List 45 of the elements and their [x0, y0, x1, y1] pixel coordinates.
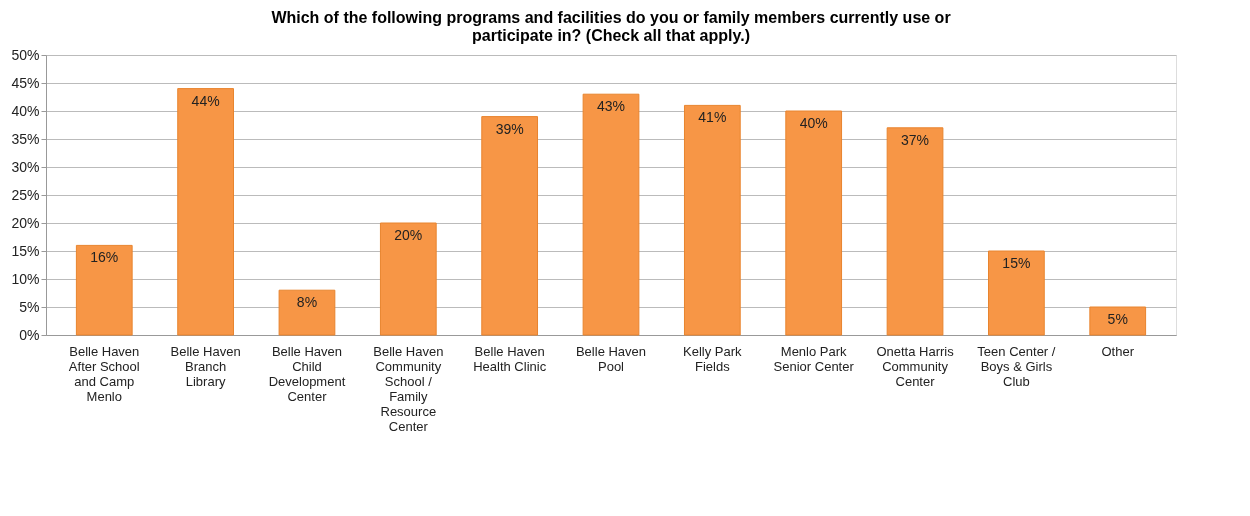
bar [988, 250, 1045, 336]
x-tick-label: Other [1101, 343, 1135, 359]
data-label: 20% [394, 227, 423, 243]
x-tick-label: Belle Haven Child Development Center [268, 343, 346, 404]
y-tick-label: 40% [11, 102, 40, 119]
y-tick-label: 15% [11, 242, 40, 259]
data-label: 16% [90, 249, 119, 266]
data-label: 43% [596, 98, 626, 115]
x-tick-label: Onetta Harris Community Center [876, 343, 955, 389]
data-label: 41% [698, 109, 727, 126]
bar [785, 110, 843, 336]
bar [481, 116, 539, 336]
bar [1089, 306, 1147, 336]
x-tick-label: Teen Center / Boys & Girls Club [977, 343, 1056, 389]
chart-title: Which of the following programs and facilities do you or family members currently use or participate in? (Check all that apply.) [271, 9, 951, 44]
y-tick-label: 20% [11, 214, 40, 231]
x-tick-label: Belle Haven Community School / Family Resource Center [373, 343, 444, 434]
data-label: 40% [799, 115, 828, 131]
y-tick-label: 35% [11, 130, 40, 147]
data-label: 15% [1002, 255, 1031, 271]
data-label: 39% [495, 120, 524, 137]
data-label: 37% [901, 131, 930, 148]
y-tick-label: 50% [11, 46, 40, 63]
x-tick-label: Kelly Park Fields [683, 343, 743, 374]
bar [75, 244, 133, 336]
x-tick-label: Belle Haven Pool [575, 343, 647, 374]
bar [278, 289, 336, 336]
y-tick-label: 30% [11, 158, 40, 175]
bar [379, 222, 437, 336]
y-tick-label: 0% [19, 326, 40, 343]
data-label: 5% [1107, 311, 1128, 327]
bar [582, 93, 640, 336]
x-tick-label: Belle Haven After School and Camp Menlo [68, 343, 140, 404]
x-tick-label: Menlo Park Senior Center [773, 343, 855, 374]
y-tick-label: 5% [19, 298, 40, 315]
x-tick-label: Belle Haven Branch Library [170, 343, 241, 389]
y-tick-label: 25% [11, 186, 40, 203]
y-tick-label: 45% [11, 74, 40, 91]
bar [177, 88, 234, 336]
bar [886, 127, 944, 336]
x-tick-label: Belle Haven Health Clinic [473, 343, 547, 374]
y-tick-label: 10% [11, 270, 40, 287]
data-label: 8% [296, 294, 318, 311]
data-label: 44% [191, 92, 220, 109]
bar [683, 104, 741, 336]
